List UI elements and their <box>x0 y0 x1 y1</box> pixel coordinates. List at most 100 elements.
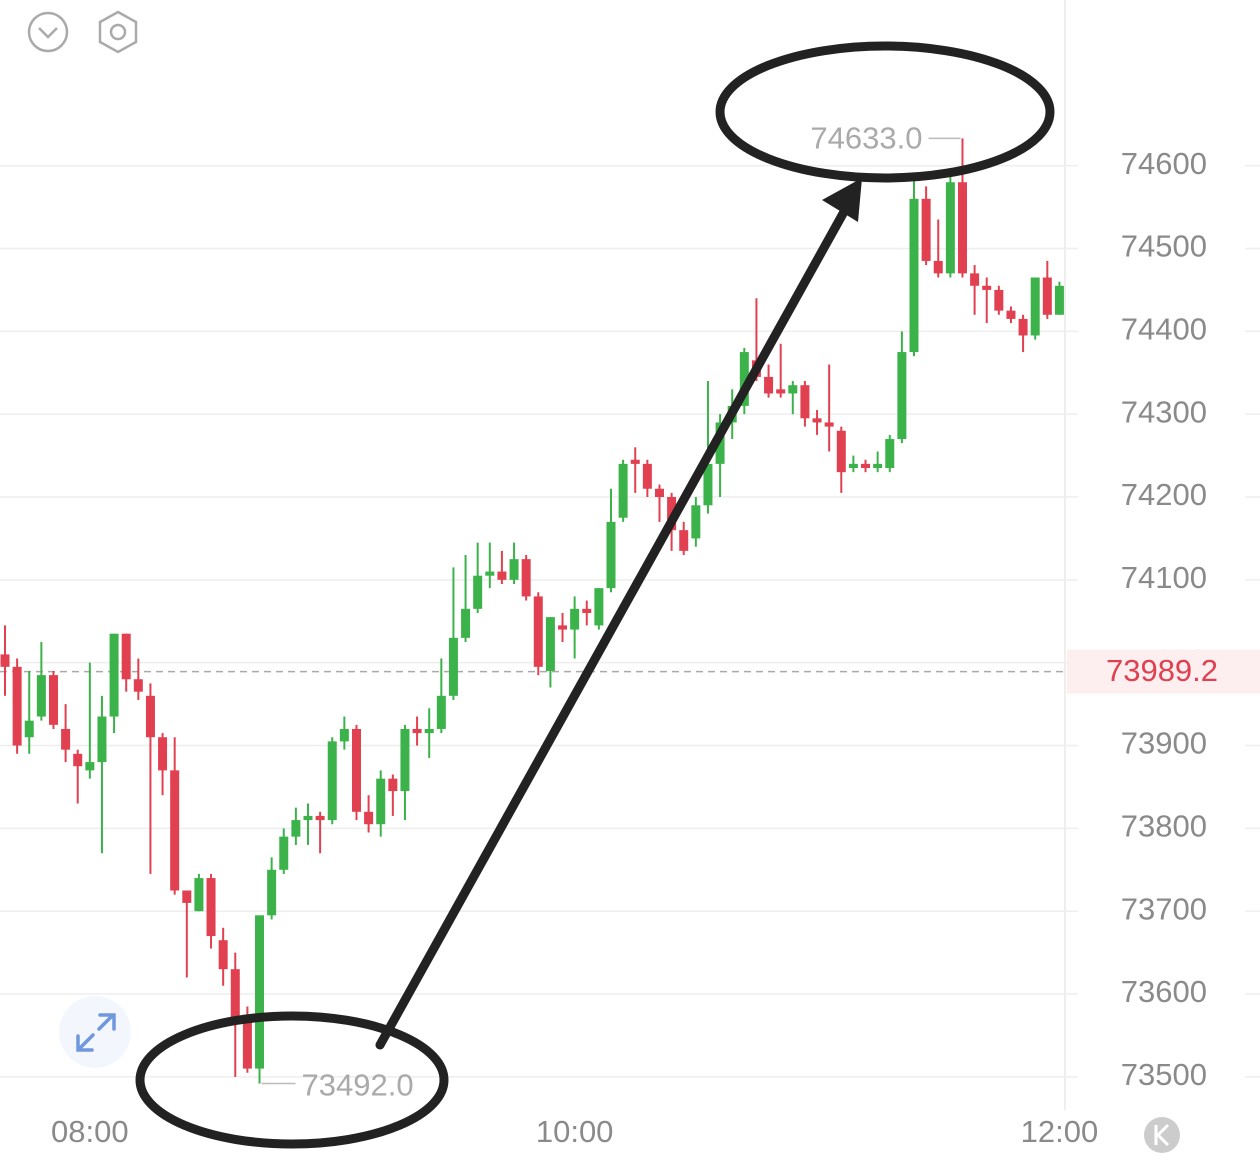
candle-body <box>970 273 980 286</box>
candle-body <box>12 666 22 746</box>
candle-body <box>218 940 228 970</box>
candle-body <box>982 285 992 290</box>
candle-body <box>957 182 967 274</box>
candle-body <box>582 608 592 613</box>
candle-body <box>73 753 83 767</box>
candle-body <box>121 633 131 680</box>
markup <box>135 41 1055 1149</box>
candle-body <box>230 969 240 1019</box>
x-tick-label: 08:00 <box>51 1114 129 1149</box>
candle-body <box>400 728 410 792</box>
candle-body <box>897 352 907 440</box>
candle-body <box>630 459 640 464</box>
settings-icon[interactable] <box>98 10 138 54</box>
candle-body <box>945 182 955 274</box>
candles <box>0 138 1064 1084</box>
candle-body <box>36 675 46 717</box>
y-tick-label: 74200 <box>1121 477 1207 512</box>
candle-body <box>412 728 422 734</box>
candle-body <box>570 608 580 630</box>
expand-icon[interactable] <box>59 996 131 1068</box>
candle-body <box>473 575 483 609</box>
grid <box>0 164 1260 1078</box>
candle-body <box>327 741 337 821</box>
candle-body <box>448 637 458 696</box>
y-tick-label: 73800 <box>1121 809 1207 844</box>
x-tick-label: 10:00 <box>536 1114 614 1149</box>
x-tick-label: 12:00 <box>1021 1114 1099 1149</box>
candle-body <box>764 376 774 394</box>
candle-body <box>497 571 507 580</box>
candle-body <box>182 890 192 903</box>
candle-body <box>242 1014 252 1069</box>
candle-body <box>691 505 701 539</box>
candle-body <box>788 385 798 394</box>
candle-body <box>739 352 749 406</box>
candle-body <box>909 198 919 353</box>
candle-body <box>921 198 931 261</box>
candle-body <box>679 530 689 551</box>
candle-body <box>351 728 361 812</box>
candle-body <box>48 675 58 725</box>
candle-body <box>1018 318 1028 336</box>
candle-body <box>364 811 374 825</box>
current-price-bg <box>1067 649 1260 694</box>
y-tick-label: 73900 <box>1121 726 1207 761</box>
candle-body <box>279 836 289 870</box>
candle-body <box>994 289 1004 311</box>
collapse-icon[interactable] <box>27 11 69 53</box>
annotation-label: 73492.0 <box>302 1068 414 1103</box>
candle-body <box>800 385 810 419</box>
current-price-label: 73989.2 <box>1106 653 1218 688</box>
candle-body <box>873 463 883 469</box>
candle-body <box>109 633 119 717</box>
annotation-label: 74633.0 <box>810 121 922 156</box>
labels: 7350073600737007380073900740007410074200… <box>51 121 1260 1149</box>
candle-body <box>388 778 398 792</box>
candle-body <box>558 625 568 630</box>
candle-body <box>303 815 313 821</box>
y-tick-label: 73500 <box>1121 1057 1207 1092</box>
y-tick-label: 74100 <box>1121 560 1207 595</box>
candle-body <box>170 770 180 891</box>
candle-body <box>85 762 95 771</box>
candle-body <box>824 422 834 427</box>
candle-body <box>509 559 519 580</box>
candle-body <box>1054 285 1064 315</box>
candle-body <box>291 820 301 837</box>
candle-body <box>97 716 107 763</box>
candle-body <box>885 439 895 469</box>
y-tick-label: 74300 <box>1121 394 1207 429</box>
candle-body <box>933 260 943 274</box>
candle-body <box>315 815 325 821</box>
candle-body <box>606 521 616 589</box>
candle-body <box>836 430 846 473</box>
candle-body <box>594 588 604 626</box>
candle-body <box>812 418 822 423</box>
candle-body <box>861 463 871 469</box>
candle-body <box>133 679 143 692</box>
candle-body <box>436 695 446 729</box>
candle-body <box>24 720 34 738</box>
y-tick-label: 74500 <box>1121 229 1207 264</box>
candle-body <box>533 596 543 667</box>
candle-body <box>1006 310 1016 319</box>
y-tick-label: 74600 <box>1121 146 1207 181</box>
candle-body <box>654 488 664 498</box>
candle-body <box>255 915 265 1069</box>
candle-body <box>0 654 10 667</box>
candle-body <box>145 695 155 738</box>
candle-body <box>194 878 204 912</box>
arrow-head <box>822 178 862 222</box>
candle-body <box>521 559 531 597</box>
candle-body <box>485 571 495 576</box>
candle-body <box>206 878 216 937</box>
candle-body <box>424 728 434 734</box>
candle-body <box>461 608 471 638</box>
candle-body <box>1042 277 1052 315</box>
candle-body <box>618 463 628 518</box>
k-icon[interactable] <box>1144 1117 1180 1153</box>
candle-body <box>339 728 349 742</box>
candle-body <box>848 463 858 469</box>
y-tick-label: 74400 <box>1121 312 1207 347</box>
